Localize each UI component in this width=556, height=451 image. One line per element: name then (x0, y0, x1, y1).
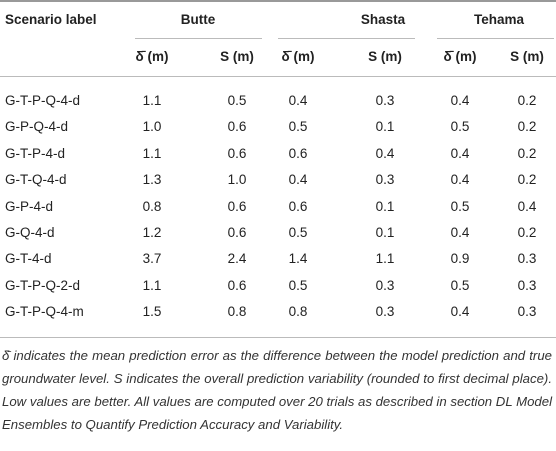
cell: 0.4 (450, 304, 470, 320)
cell: 0.2 (517, 93, 537, 108)
group-rule (135, 38, 262, 39)
cell: 0.4 (450, 145, 470, 161)
cell: 0.5 (450, 277, 470, 293)
subcolumn-header: δ̄ (m) (443, 49, 477, 64)
subcolumn-header: δ̄ (m) (281, 49, 315, 64)
cell: 1.1 (375, 251, 395, 267)
row-label: G-T-P-Q-4-m (5, 304, 84, 320)
cell: 0.6 (227, 119, 247, 135)
cell: 1.0 (142, 119, 162, 135)
row-label: G-P-Q-4-d (5, 119, 69, 135)
cell: 0.2 (517, 145, 537, 161)
group-rule (278, 38, 415, 39)
cell: 0.5 (288, 225, 308, 240)
cell: 0.8 (142, 198, 162, 214)
cell: 0.2 (517, 172, 537, 188)
cell: 0.4 (450, 93, 470, 108)
cell: 3.7 (142, 251, 162, 267)
subcolumn-header: S (m) (368, 49, 402, 64)
cell: 0.3 (517, 251, 537, 267)
cell: 0.6 (227, 225, 247, 240)
cell: 0.5 (450, 198, 470, 214)
cell: 0.8 (288, 304, 308, 320)
cell: 1.4 (288, 251, 308, 267)
cell: 0.4 (517, 198, 537, 214)
subcolumn-header: S (m) (220, 49, 254, 64)
column-header: Shasta (360, 12, 406, 27)
cell: 0.4 (450, 225, 470, 240)
top-rule (0, 0, 556, 2)
column-header: Tehama (473, 12, 525, 27)
cell: 1.1 (142, 145, 162, 161)
cell: 0.1 (375, 225, 395, 240)
cell: 0.8 (227, 304, 247, 320)
cell: 0.5 (227, 93, 247, 108)
cell: 1.1 (142, 93, 162, 108)
bottom-rule (0, 337, 556, 338)
header-rule (0, 76, 556, 77)
group-rule (437, 38, 554, 39)
row-label: G-T-P-Q-4-d (5, 93, 81, 108)
cell: 0.6 (288, 145, 308, 161)
cell: 0.4 (375, 145, 395, 161)
cell: 0.4 (288, 172, 308, 188)
cell: 0.3 (375, 93, 395, 108)
row-label: G-P-4-d (5, 198, 54, 214)
row-label: G-T-Q-4-d (5, 172, 67, 188)
cell: 0.2 (517, 225, 537, 240)
row-label: G-Q-4-d (5, 225, 55, 240)
column-header: Scenario label (5, 12, 97, 27)
cell: 0.6 (288, 198, 308, 214)
row-label: G-T-P-Q-2-d (5, 277, 81, 293)
row-label: G-T-P-4-d (5, 145, 66, 161)
cell: 0.6 (227, 277, 247, 293)
cell: 0.3 (375, 277, 395, 293)
cell: 0.3 (375, 304, 395, 320)
cell: 0.1 (375, 119, 395, 135)
cell: 0.4 (288, 93, 308, 108)
cell: 0.5 (450, 119, 470, 135)
cell: 1.2 (142, 225, 162, 240)
footnote: δ̄ indicates the mean prediction error a… (2, 348, 553, 432)
row-label: G-T-4-d (5, 251, 52, 267)
cell: 1.1 (142, 277, 162, 293)
cell: 0.9 (450, 251, 470, 267)
cell: 0.6 (227, 145, 247, 161)
cell: 1.5 (142, 304, 162, 320)
cell: 0.1 (375, 198, 395, 214)
cell: 0.5 (288, 277, 308, 293)
cell: 2.4 (227, 251, 247, 267)
cell: 0.5 (288, 119, 308, 135)
cell: 0.2 (517, 119, 537, 135)
subcolumn-header: S (m) (510, 49, 544, 64)
subcolumn-header: δ̄ (m) (135, 49, 169, 64)
cell: 0.3 (375, 172, 395, 188)
column-header: Butte (180, 12, 216, 27)
cell: 1.0 (227, 172, 247, 188)
cell: 0.3 (517, 304, 537, 320)
cell: 1.3 (142, 172, 162, 188)
cell: 0.6 (227, 198, 247, 214)
cell: 0.4 (450, 172, 470, 188)
cell: 0.3 (517, 277, 537, 293)
